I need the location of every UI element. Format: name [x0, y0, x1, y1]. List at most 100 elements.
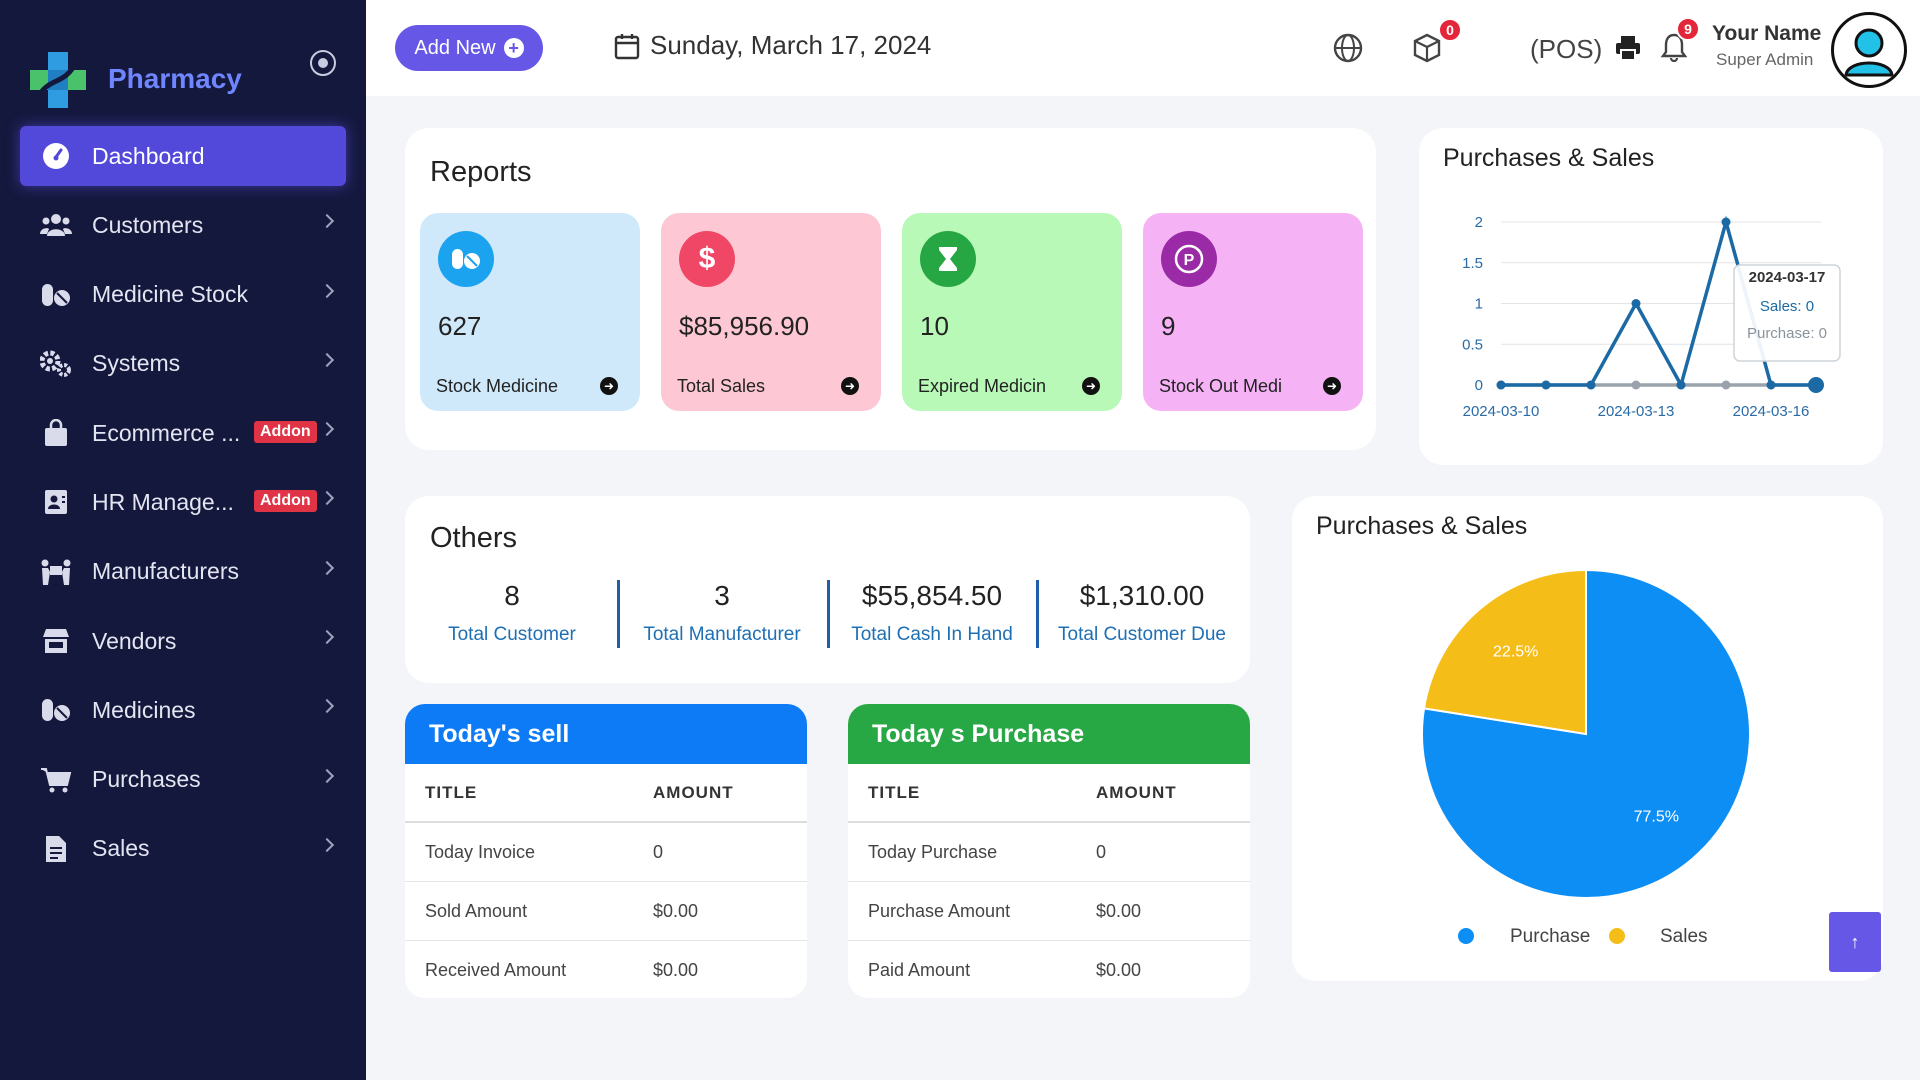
- svg-text:P: P: [1184, 252, 1195, 269]
- sidebar-item-customers[interactable]: Customers: [20, 195, 346, 255]
- row-title: Today Purchase: [868, 841, 998, 862]
- todays-purchase-title: Today s Purchase: [848, 704, 1250, 764]
- line-chart: 0 0.5 1 1.5 2 2024-03-10 2024-03-13 2024-03-16 2…: [1462, 214, 1841, 420]
- sidebar-item-sales[interactable]: Sales: [20, 819, 346, 879]
- row-title: Purchase Amount: [868, 900, 1011, 921]
- report-tile-stock-out-medicine[interactable]: P 9 Stock Out Medi ➜: [1143, 213, 1363, 411]
- arrow-right-circle-icon[interactable]: ➜: [600, 377, 618, 395]
- tooltip-text: Sales: 0: [1760, 298, 1814, 315]
- sidebar-item-purchases[interactable]: Purchases: [20, 750, 346, 810]
- add-new-button[interactable]: Add New +: [395, 25, 543, 71]
- data-point: [1586, 380, 1596, 390]
- chevron-right-icon: [319, 283, 335, 298]
- report-tile-total-sales[interactable]: $ $85,956.90 Total Sales ➜: [661, 213, 881, 411]
- data-point: [1676, 380, 1686, 390]
- row-title: Received Amount: [425, 960, 567, 980]
- y-tick-label: 0: [1475, 377, 1483, 394]
- stat-total-customer: 8 Total Customer: [407, 580, 617, 646]
- report-label: Total Sales: [677, 376, 766, 396]
- store-icon: [40, 625, 72, 657]
- sidebar-item-medicine-stock[interactable]: Medicine Stock: [20, 265, 346, 325]
- id-card-icon: [40, 486, 72, 518]
- arrow-right-circle-icon[interactable]: ➜: [1082, 377, 1100, 395]
- sidebar-item-ecommerce[interactable]: Ecommerce ... Addon: [20, 403, 346, 463]
- report-tile-stock-medicine[interactable]: 627 Stock Medicine ➜: [420, 213, 640, 411]
- pills-icon: [40, 694, 72, 726]
- cube-count-badge: 0: [1438, 18, 1462, 42]
- chart-tooltip: 2024-03-17 Sales: 0 Purchase: 0: [1733, 264, 1841, 362]
- user-avatar[interactable]: [1831, 12, 1907, 88]
- date-text: Sunday, March 17, 2024: [650, 30, 932, 60]
- chevron-right-icon: [319, 699, 335, 714]
- table-row: Today Purchase 0: [848, 823, 1250, 882]
- arrow-right-circle-icon[interactable]: ➜: [1323, 377, 1341, 395]
- users-icon: [40, 209, 72, 241]
- tooltip-text: 2024-03-17: [1749, 269, 1826, 286]
- gears-icon: [40, 348, 72, 380]
- legend-dot: [1458, 928, 1474, 944]
- file-invoice-icon: [40, 833, 72, 865]
- sidebar-toggle-icon[interactable]: [310, 50, 336, 76]
- pie-slice-sales: [1422, 568, 1587, 736]
- cube-icon[interactable]: [1411, 32, 1443, 69]
- chevron-right-icon: [319, 491, 335, 506]
- chevron-right-icon: [319, 768, 335, 783]
- data-point: [1631, 299, 1641, 308]
- scroll-to-top-button[interactable]: ↑: [1829, 912, 1881, 972]
- sidebar-item-label: Vendors: [92, 627, 177, 654]
- row-amount: 0: [653, 841, 664, 862]
- top-header: Add New + Sunday, March 17, 2024 0 (POS)…: [366, 0, 1920, 96]
- sidebar-item-label: Medicine Stock: [92, 281, 248, 308]
- dollar-icon: $: [679, 231, 735, 287]
- data-point: [1721, 217, 1731, 227]
- data-point: [1766, 380, 1776, 390]
- sidebar-item-dashboard[interactable]: Dashboard: [20, 126, 346, 186]
- row-title: Sold Amount: [425, 900, 528, 921]
- pie-slice-label: 22.5%: [1493, 644, 1538, 661]
- col-amount: AMOUNT: [1096, 782, 1177, 802]
- brand[interactable]: Pharmacy: [26, 44, 242, 114]
- data-point: [1721, 380, 1731, 390]
- language-globe-icon[interactable]: [1332, 32, 1364, 69]
- shopping-bag-icon: [40, 417, 72, 449]
- plus-circle-icon: +: [503, 38, 524, 58]
- pos-link[interactable]: (POS): [1530, 34, 1603, 64]
- y-tick-label: 2: [1475, 214, 1483, 231]
- purchases-sales-pie-card: Purchases & Sales 77.5% 22.5% Purchase Sale…: [1292, 496, 1883, 981]
- stat-label: Total Cash In Hand: [851, 624, 1013, 645]
- user-name[interactable]: Your Name: [1712, 22, 1822, 45]
- people-carry-icon: [40, 556, 72, 588]
- sidebar-item-hr-management[interactable]: HR Manage... Addon: [20, 472, 346, 532]
- stat-total-customer-due: $1,310.00 Total Customer Due: [1037, 580, 1247, 646]
- report-tile-expired-medicine[interactable]: 10 Expired Medicin ➜: [902, 213, 1122, 411]
- col-title: TITLE: [425, 782, 478, 802]
- table-row: Today Invoice 0: [405, 823, 807, 882]
- addon-badge: Addon: [254, 421, 317, 444]
- arrow-up-icon: ↑: [1850, 931, 1860, 952]
- brand-name: Pharmacy: [108, 63, 242, 94]
- sidebar-item-manufacturers[interactable]: Manufacturers: [20, 542, 346, 602]
- sidebar-item-label: Medicines: [92, 696, 196, 723]
- stat-value: $1,310.00: [1079, 580, 1205, 611]
- stat-label: Total Customer Due: [1058, 624, 1226, 645]
- arrow-right-circle-icon[interactable]: ➜: [841, 377, 859, 395]
- data-point: [1541, 380, 1551, 390]
- report-label: Expired Medicin: [918, 376, 1047, 396]
- chevron-right-icon: [319, 214, 335, 229]
- sidebar-item-medicines[interactable]: Medicines: [20, 680, 346, 740]
- pills-icon: [40, 279, 72, 311]
- sidebar-item-label: Ecommerce ...: [92, 419, 241, 446]
- data-point: [1808, 377, 1824, 393]
- sidebar-item-vendors[interactable]: Vendors: [20, 611, 346, 671]
- pharmacy-logo-icon: [26, 48, 88, 110]
- row-amount: 0: [1096, 841, 1107, 862]
- x-tick-label: 2024-03-16: [1733, 403, 1810, 420]
- stat-total-cash-in-hand: $55,854.50 Total Cash In Hand: [827, 580, 1037, 646]
- sidebar-nav: Dashboard Customers Medicine Stock Syste…: [20, 126, 346, 888]
- col-amount: AMOUNT: [653, 782, 734, 802]
- sidebar-item-systems[interactable]: Systems: [20, 334, 346, 394]
- chevron-right-icon: [319, 560, 335, 575]
- row-amount: $0.00: [653, 900, 699, 921]
- stat-total-manufacturer: 3 Total Manufacturer: [617, 580, 827, 646]
- printer-icon[interactable]: [1614, 34, 1642, 67]
